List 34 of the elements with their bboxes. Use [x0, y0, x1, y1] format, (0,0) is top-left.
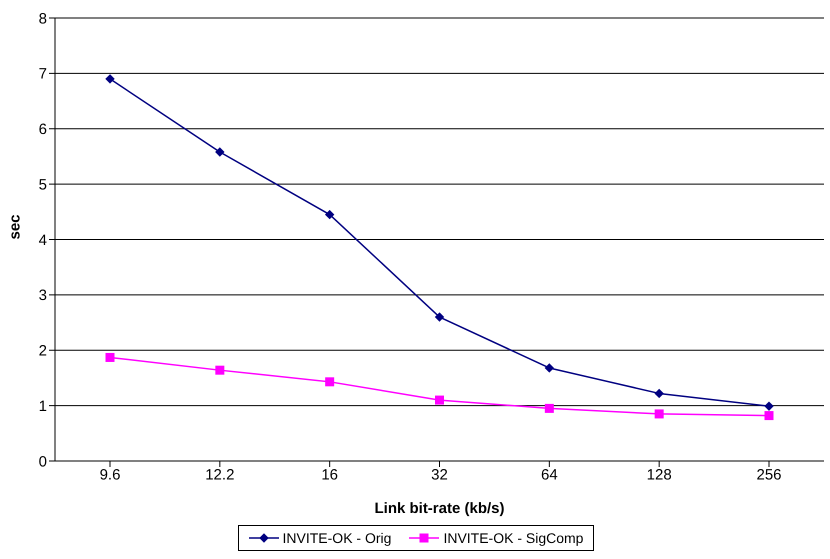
- y-tick-label: 5: [38, 176, 47, 194]
- x-tick-label: 128: [646, 466, 672, 484]
- point: [325, 210, 334, 220]
- point: [435, 396, 444, 405]
- point: [654, 409, 664, 418]
- legend-label: INVITE-OK - Orig: [282, 530, 392, 546]
- point: [544, 404, 554, 413]
- point: [764, 402, 774, 411]
- point: [764, 411, 774, 420]
- y-tick-label: 0: [38, 453, 47, 470]
- x-tick-label: 32: [431, 466, 448, 484]
- y-axis-title: sec: [6, 214, 24, 240]
- y-tick-label: 4: [38, 232, 47, 249]
- y-tick-label: 3: [38, 287, 47, 304]
- legend-label: INVITE-OK - SigComp: [443, 530, 584, 546]
- point: [215, 366, 224, 375]
- x-axis-title: Link bit-rate (kb/s): [374, 500, 505, 517]
- x-tick-label: 256: [756, 466, 782, 484]
- point: [106, 352, 114, 362]
- point: [544, 363, 554, 372]
- point: [106, 74, 114, 84]
- point: [325, 377, 334, 386]
- y-tick-label: 6: [38, 121, 47, 138]
- x-tick-label: 16: [321, 466, 338, 484]
- x-tick-label: 12.2: [205, 466, 234, 484]
- y-tick-label: 7: [38, 66, 47, 83]
- x-tick-label: 9.6: [100, 466, 120, 484]
- y-tick-label: 8: [38, 10, 47, 28]
- y-tick-label: 2: [38, 342, 47, 360]
- point: [215, 148, 224, 157]
- point: [435, 312, 444, 322]
- x-tick-label: 64: [540, 466, 558, 484]
- point: [654, 388, 664, 398]
- y-tick-label: 1: [38, 398, 47, 415]
